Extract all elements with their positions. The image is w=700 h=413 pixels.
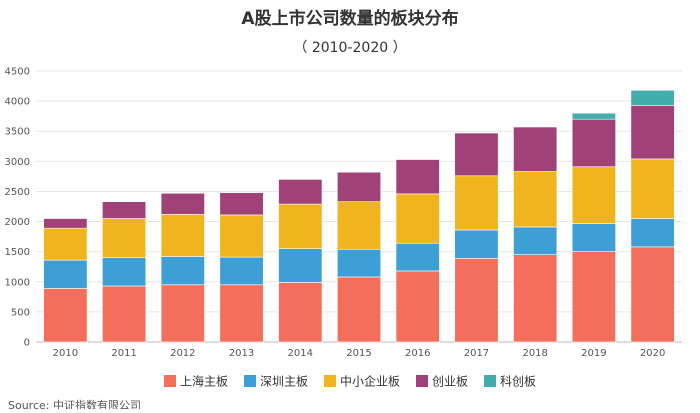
bar-segment [454,132,499,177]
bar-segment [336,248,382,278]
bar-segment [160,284,205,343]
bar-segment [278,179,323,205]
bar-segment [219,256,264,286]
legend: 上海主板 深圳主板 中小企业板 创业板 科创板 [164,374,536,389]
y-tick-label: 1000 [5,277,30,288]
bar-segment [630,105,675,160]
bar-segment [43,259,88,289]
bar-segment [43,227,88,261]
bar-segment [219,192,264,216]
y-tick-label: 2000 [5,217,30,228]
bar-segment [160,192,205,215]
bar-segment [336,276,382,343]
bar-segment [219,214,264,258]
y-tick-label: 3000 [5,157,30,168]
legend-swatch [324,375,336,387]
bar-segment [630,158,675,219]
chart-title: A股上市公司数量的板块分布 [241,8,458,29]
bar-segment [630,218,675,248]
x-tick-label: 2016 [405,348,430,359]
legend-swatch [484,375,496,387]
bar-segment [336,201,382,250]
bar-segment [630,246,675,343]
legend-swatch [164,375,176,387]
bar-segment [454,229,499,259]
x-tick-label: 2020 [640,348,665,359]
bar-segment [278,203,323,249]
bar-segment [571,251,616,343]
bar-segment [219,284,264,343]
x-tick-label: 2011 [111,348,136,359]
bar-segment [160,214,205,257]
x-tick-label: 2015 [346,348,371,359]
bar-segment [454,257,499,343]
y-tick-label: 3500 [5,127,30,138]
bar-segment [102,218,147,258]
y-tick-label: 0 [24,338,30,349]
bar-segment [395,270,440,343]
x-tick-label: 2013 [229,348,254,359]
legend-swatch [244,375,256,387]
legend-label: 创业板 [432,375,468,389]
chart-subtitle: （ 2010-2020 ） [293,40,406,56]
bar-segment [571,118,616,168]
bar-segment [513,226,558,255]
bar-segment [160,256,205,286]
x-tick-label: 2017 [464,348,489,359]
y-tick-label: 4000 [5,97,30,108]
bar-segment [336,171,382,202]
x-tick-label: 2012 [170,348,195,359]
bar-segment [102,201,147,219]
legend-swatch [416,375,428,387]
legend-label: 中小企业板 [340,374,400,389]
legend-label: 上海主板 [180,374,228,389]
bar-segment [102,285,147,343]
x-tick-label: 2019 [581,348,606,359]
bar-segment [395,159,440,195]
y-axis: 0 500 1000 1500 2000 2500 3000 3500 4000 4500 [5,67,30,349]
legend-label: 深圳主板 [260,375,308,389]
source-note: Source: 中证指数有限公司 [8,398,141,409]
bar-segment [395,193,440,244]
bar-segment [571,223,616,252]
bar-segment [571,112,616,120]
y-tick-label: 4500 [5,67,30,78]
y-tick-label: 1500 [5,247,30,258]
bar-segment [278,282,323,343]
bar-segment [43,288,88,343]
y-tick-label: 2500 [5,187,30,198]
bar-segment [630,89,675,106]
bars [43,89,675,343]
bar-segment [513,126,558,172]
legend-label: 科创板 [500,375,536,389]
bar-segment [513,171,558,228]
bar-segment [43,218,88,229]
x-axis: 2010 2011 2012 2013 2014 2015 2016 2017 2018 2019… [53,348,666,359]
y-tick-label: 500 [11,307,30,318]
bar-segment [395,242,440,272]
x-tick-label: 2018 [522,348,547,359]
x-tick-label: 2014 [288,348,313,359]
bar-segment [571,166,616,224]
bar-segment [454,175,499,231]
x-tick-label: 2010 [53,348,78,359]
bar-segment [278,248,323,283]
bar-segment [102,257,147,287]
bar-segment [513,254,558,343]
